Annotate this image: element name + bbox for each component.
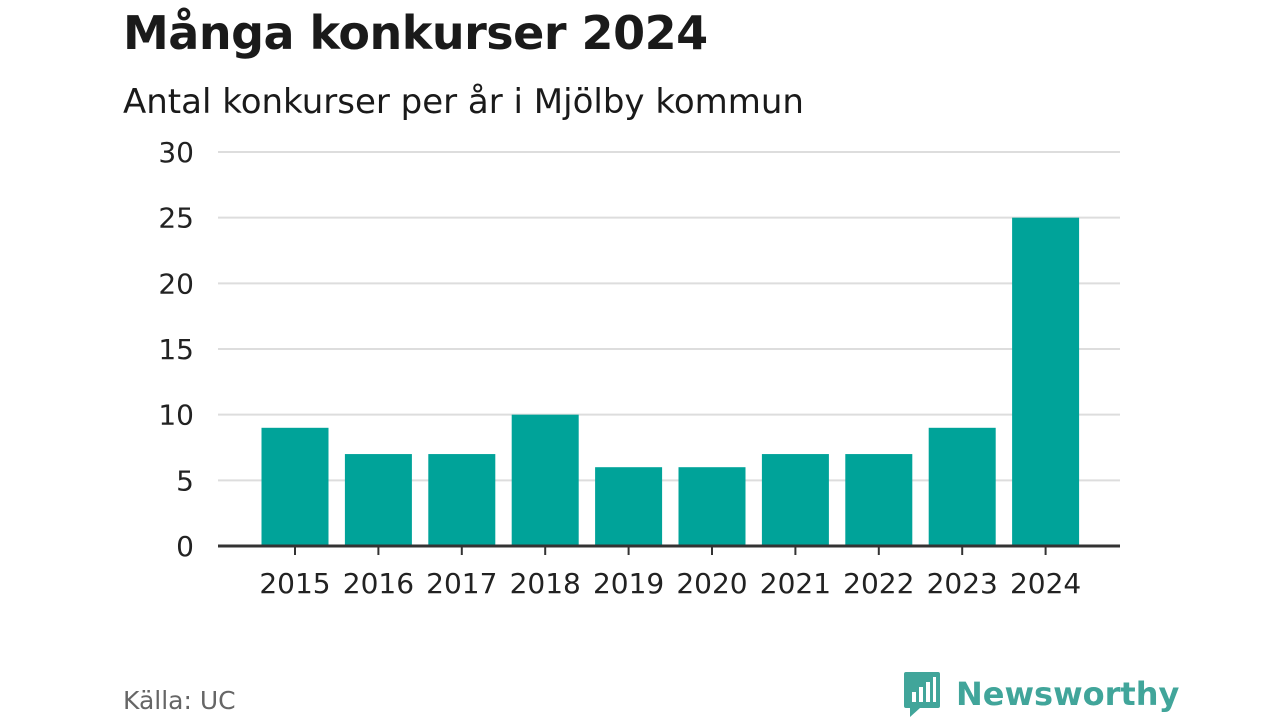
x-tick-label: 2019 <box>593 567 664 600</box>
bar-2019 <box>595 467 663 546</box>
x-tick-label: 2022 <box>843 567 914 600</box>
y-tick-label: 25 <box>158 202 194 235</box>
x-tick-label: 2020 <box>676 567 747 600</box>
bar-2020 <box>678 467 746 546</box>
bar-chart-speech-bubble-icon <box>904 672 940 717</box>
bar-2021 <box>761 454 829 546</box>
y-tick-label: 20 <box>158 267 194 300</box>
x-tick-label: 2023 <box>927 567 998 600</box>
chart-subtitle: Antal konkurser per år i Mjölby kommun <box>123 82 804 122</box>
bar-2022 <box>845 454 913 546</box>
y-tick-label: 5 <box>176 464 194 497</box>
bar-2024 <box>1012 217 1080 546</box>
chart-title: Många konkurser 2024 <box>123 6 708 60</box>
brand-name: Newsworthy <box>956 675 1180 713</box>
bar-2015 <box>261 427 329 546</box>
bar-2016 <box>344 454 412 546</box>
y-tick-label: 10 <box>158 399 194 432</box>
x-tick-label: 2016 <box>343 567 414 600</box>
x-tick-label: 2015 <box>259 567 330 600</box>
y-tick-label: 30 <box>158 136 194 169</box>
brand-logo-group: Newsworthy <box>902 670 1179 718</box>
y-tick-label: 15 <box>158 333 194 366</box>
x-axis-labels: 2015 2016 2017 2018 2019 2020 2021 2022 2023 2024 <box>259 567 1081 600</box>
bar-2017 <box>428 454 496 546</box>
bars <box>261 217 1080 546</box>
y-axis-labels: 0 5 10 15 20 25 30 <box>158 136 194 563</box>
y-tick-label: 0 <box>176 530 194 563</box>
bar-2018 <box>511 414 579 546</box>
x-tick-label: 2018 <box>510 567 581 600</box>
x-axis <box>218 544 1120 555</box>
x-tick-label: 2017 <box>426 567 497 600</box>
x-tick-label: 2024 <box>1010 567 1081 600</box>
x-tick-label: 2021 <box>760 567 831 600</box>
bar-2023 <box>928 427 996 546</box>
source-note: Källa: UC <box>123 686 236 715</box>
